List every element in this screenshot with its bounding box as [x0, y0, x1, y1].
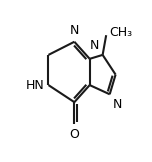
Text: O: O — [69, 128, 79, 141]
Text: HN: HN — [26, 79, 45, 92]
Text: N: N — [70, 23, 79, 36]
Text: CH₃: CH₃ — [110, 26, 133, 39]
Text: N: N — [90, 39, 99, 52]
Text: N: N — [113, 98, 123, 111]
